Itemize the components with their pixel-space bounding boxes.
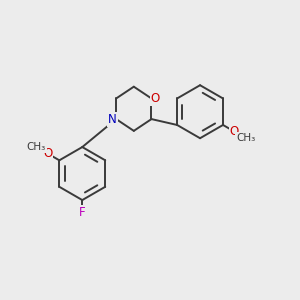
Text: O: O bbox=[230, 125, 239, 138]
Text: O: O bbox=[151, 92, 160, 105]
Text: CH₃: CH₃ bbox=[27, 142, 46, 152]
Text: F: F bbox=[79, 206, 86, 219]
Text: CH₃: CH₃ bbox=[236, 133, 256, 143]
Text: O: O bbox=[43, 147, 52, 160]
Text: N: N bbox=[108, 112, 117, 126]
